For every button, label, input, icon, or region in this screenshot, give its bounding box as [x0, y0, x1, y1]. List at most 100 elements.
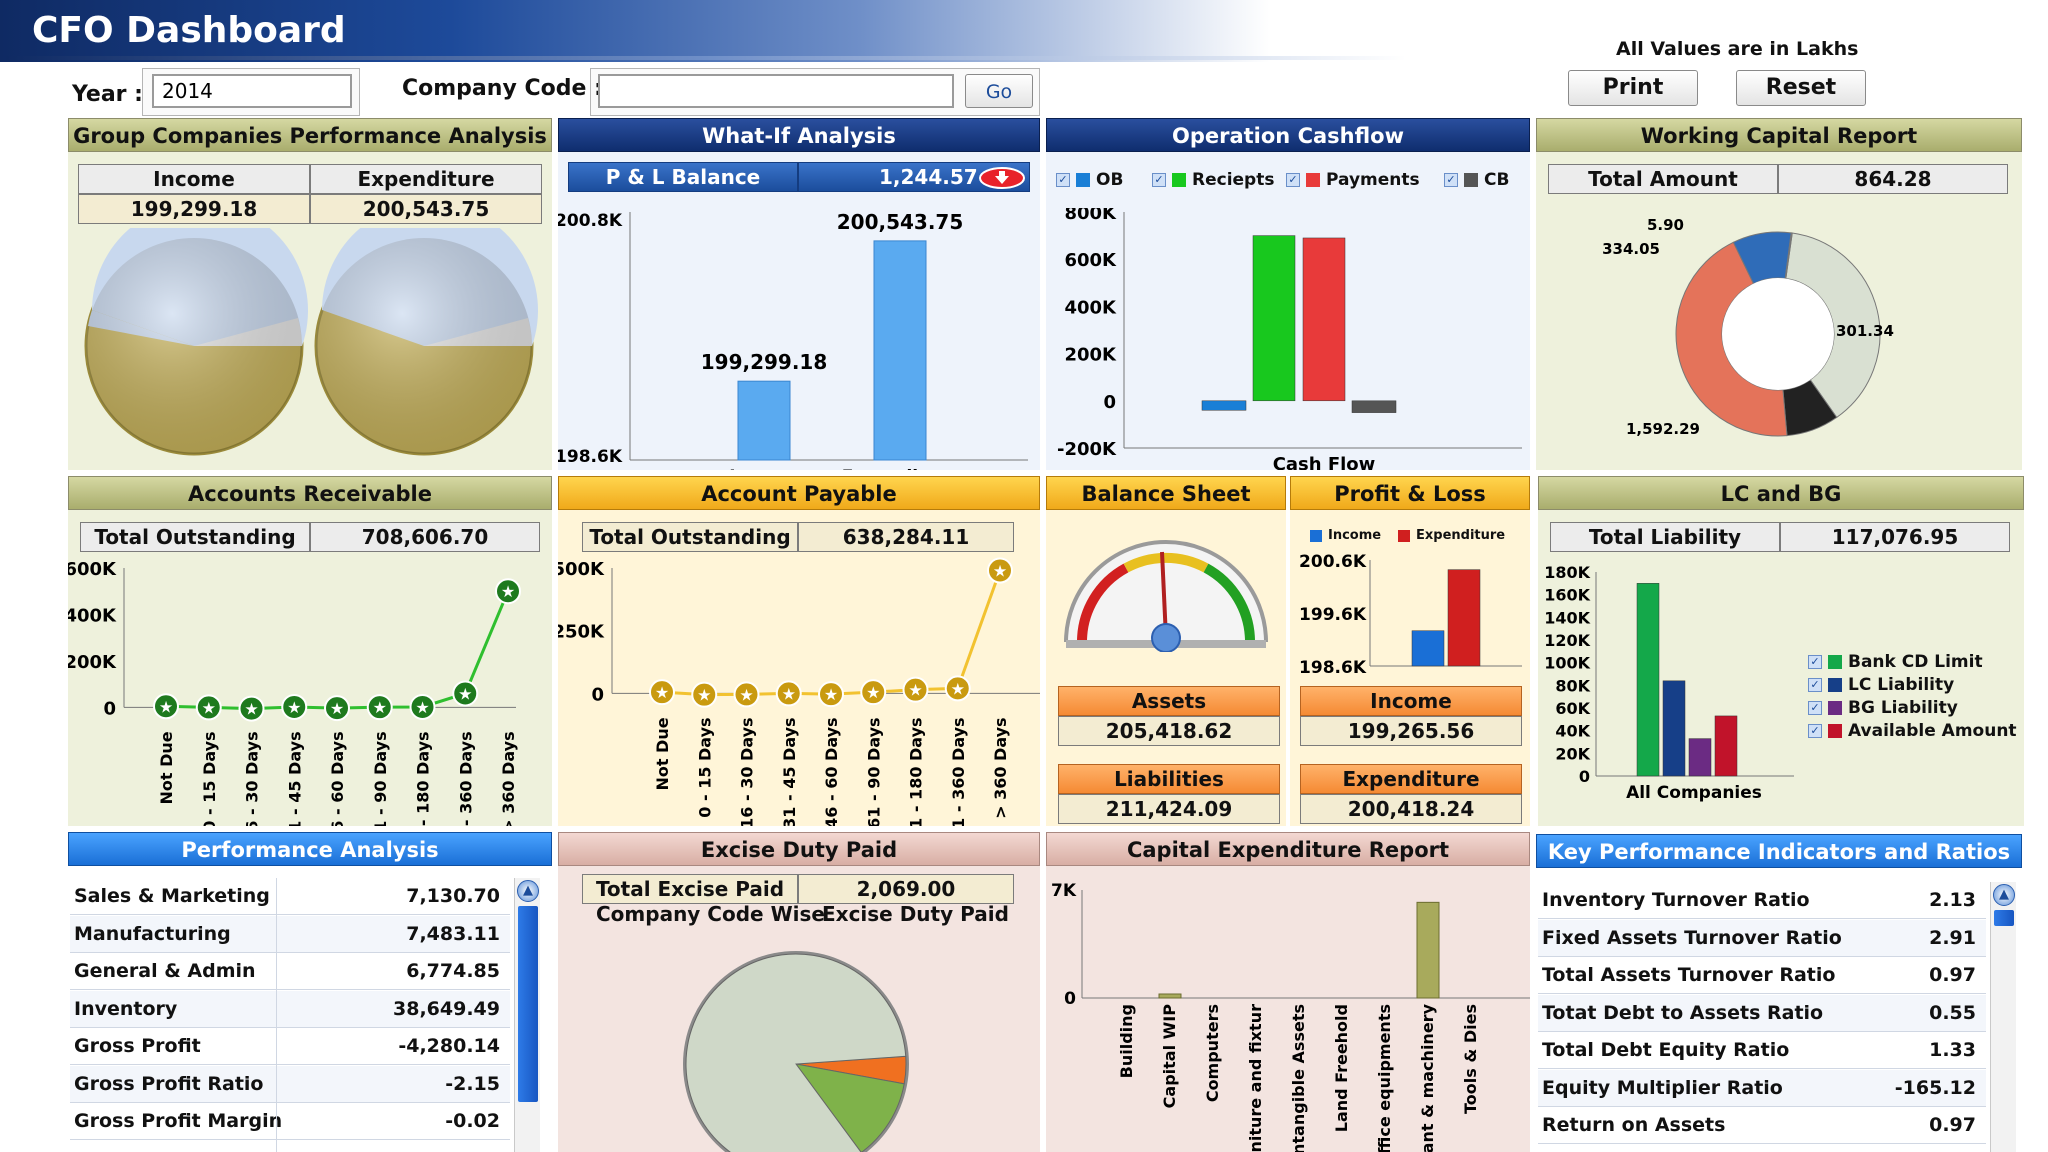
- table-row[interactable]: Inventory Turnover Ratio 2.13: [1538, 882, 1986, 919]
- checkbox-icon[interactable]: ✓: [1808, 678, 1822, 692]
- reset-button[interactable]: Reset: [1736, 70, 1866, 106]
- checkbox-icon[interactable]: ✓: [1808, 655, 1822, 669]
- bar: [1688, 738, 1712, 777]
- star-icon: ★: [739, 685, 753, 704]
- data-point: [902, 676, 929, 703]
- go-button[interactable]: Go: [965, 74, 1033, 108]
- kpi-scrollbar[interactable]: ▲: [1990, 882, 2016, 1152]
- payable-title: Account Payable: [558, 476, 1040, 510]
- row-name: Total Debt Equity Ratio: [1542, 1039, 1790, 1061]
- print-button[interactable]: Print: [1568, 70, 1698, 106]
- group-performance-title: Group Companies Performance Analysis: [68, 118, 552, 152]
- x-tick-label: Not Due: [157, 731, 176, 804]
- company-code-input[interactable]: [598, 74, 954, 108]
- legend-item[interactable]: ✓ LC Liability: [1808, 675, 1954, 695]
- table-row[interactable]: Sales & Marketing 7,130.70: [70, 878, 510, 915]
- kpi-scroll-up-icon[interactable]: ▲: [1993, 884, 2015, 906]
- x-tick-label: Furniture and fixtur: [1246, 1004, 1265, 1152]
- expenditure-label: Expenditure: [310, 164, 542, 194]
- y-tick-label: 600K: [68, 559, 117, 580]
- app-title: CFO Dashboard: [32, 10, 346, 51]
- pie-slice: [794, 1063, 905, 1152]
- table-row[interactable]: Inventory 38,649.49: [70, 990, 510, 1028]
- table-row[interactable]: Total Assets Turnover Ratio 0.97: [1538, 957, 1986, 994]
- kpi-scroll-thumb[interactable]: [1994, 910, 2014, 926]
- table-row[interactable]: Equity Multiplier Ratio -165.12: [1538, 1069, 1986, 1107]
- data-point: [691, 681, 718, 708]
- x-tick-label: 91 - 180 Days: [414, 731, 433, 826]
- star-icon: ★: [244, 700, 258, 719]
- x-tick-label: 181 - 360 Days: [456, 731, 475, 826]
- legend-item[interactable]: ✓ BG Liability: [1808, 698, 1958, 718]
- legend-label: Expenditure: [1416, 528, 1506, 543]
- table-row[interactable]: Return on Assets 0.97: [1538, 1107, 1986, 1144]
- scroll-thumb[interactable]: [518, 906, 538, 1102]
- data-point: [495, 578, 521, 605]
- data-point: [860, 679, 887, 706]
- receivable-title: Accounts Receivable: [68, 476, 552, 510]
- row-value: 7,130.70: [406, 885, 500, 907]
- star-icon: ★: [458, 684, 472, 703]
- legend-item[interactable]: ✓ CB: [1444, 170, 1509, 190]
- total-liability-label: Total Liability: [1550, 522, 1780, 552]
- legend-swatch: [1310, 529, 1322, 542]
- data-label: 200,543.75: [837, 210, 964, 234]
- x-tick-label: 0 - 15 Days: [200, 731, 219, 826]
- table-row[interactable]: Gross Profit Ratio -2.15: [70, 1065, 510, 1103]
- table-row[interactable]: Totat Debt to Assets Ratio 0.55: [1538, 994, 1986, 1032]
- legend-label: Income: [1328, 528, 1382, 543]
- scroll-up-icon[interactable]: ▲: [517, 880, 539, 902]
- checkbox-icon[interactable]: ✓: [1286, 173, 1300, 187]
- data-point: [944, 675, 971, 702]
- table-row[interactable]: General & Admin 6,774.85: [70, 953, 510, 990]
- x-axis-label: Cash Flow: [1273, 454, 1376, 470]
- checkbox-icon[interactable]: ✓: [1808, 701, 1822, 715]
- checkbox-icon[interactable]: ✓: [1808, 724, 1822, 738]
- legend-item[interactable]: Income: [1310, 528, 1381, 543]
- data-point: [987, 557, 1013, 584]
- cashflow-legend: ✓ OB ✓ Reciepts ✓ Payments ✓ CB: [1056, 170, 1526, 194]
- data-point: [195, 694, 222, 721]
- kpi-panel: Key Performance Indicators and Ratios In…: [1536, 834, 2022, 1152]
- cashflow-panel: Operation Cashflow ✓ OB ✓ Reciepts ✓ Payments…: [1046, 118, 1530, 470]
- y-tick-label: 250K: [558, 622, 605, 643]
- table-row[interactable]: Total Debt Equity Ratio 1.33: [1538, 1032, 1986, 1069]
- table-row[interactable]: Manufacturing 7,483.11: [70, 915, 510, 953]
- row-name: Gross Profit Ratio: [74, 1072, 264, 1095]
- y-tick-label: 400K: [68, 605, 117, 626]
- legend-item[interactable]: ✓ Payments: [1286, 170, 1420, 190]
- row-value: -4,280.14: [398, 1035, 500, 1057]
- company-code-label: Company Code :: [402, 76, 603, 101]
- data-point: [649, 679, 675, 706]
- checkbox-icon[interactable]: ✓: [1444, 173, 1458, 187]
- income-label: Income: [78, 164, 310, 194]
- y-tick-label: 120K: [1544, 631, 1590, 650]
- checkbox-icon[interactable]: ✓: [1152, 173, 1166, 187]
- x-tick-label: > 360 Days: [991, 717, 1010, 818]
- payable-chart: 500K 250K 0 ★ Not Due ★ 0 - 15 Days ★ 16 - 30 Da…: [558, 557, 1040, 826]
- legend-item[interactable]: Expenditure: [1398, 528, 1505, 543]
- legend-item[interactable]: ✓ OB: [1056, 170, 1123, 190]
- row-name: Sales & Marketing: [74, 885, 270, 907]
- table-row[interactable]: Gross Profit Margin -0.02: [70, 1103, 510, 1140]
- table-row[interactable]: Gross Profit -4,280.14: [70, 1028, 510, 1065]
- expenditure-value: 200,543.75: [310, 194, 542, 224]
- performance-scrollbar[interactable]: ▲: [514, 878, 540, 1152]
- x-tick-label: 31 - 45 Days: [285, 731, 304, 826]
- group-performance-panel: Group Companies Performance Analysis Inc…: [68, 118, 552, 470]
- y-tick-label: 198.6K: [558, 447, 623, 467]
- slice-label: 301.34: [1836, 322, 1894, 340]
- legend-item[interactable]: ✓ Reciepts: [1152, 170, 1274, 190]
- whatif-title: What-If Analysis: [558, 118, 1040, 152]
- row-value: -2.15: [445, 1072, 500, 1095]
- bar: [1411, 630, 1445, 667]
- x-tick-label: 46 - 60 Days: [822, 717, 841, 826]
- table-row[interactable]: Fixed Assets Turnover Ratio 2.91: [1538, 919, 1986, 957]
- row-value: 2.91: [1929, 926, 1976, 949]
- checkbox-icon[interactable]: ✓: [1056, 173, 1070, 187]
- year-input[interactable]: [152, 74, 352, 108]
- legend-item[interactable]: ✓ Available Amount: [1808, 721, 2017, 741]
- legend-item[interactable]: ✓ Bank CD Limit: [1808, 652, 1983, 672]
- bar: [873, 240, 927, 461]
